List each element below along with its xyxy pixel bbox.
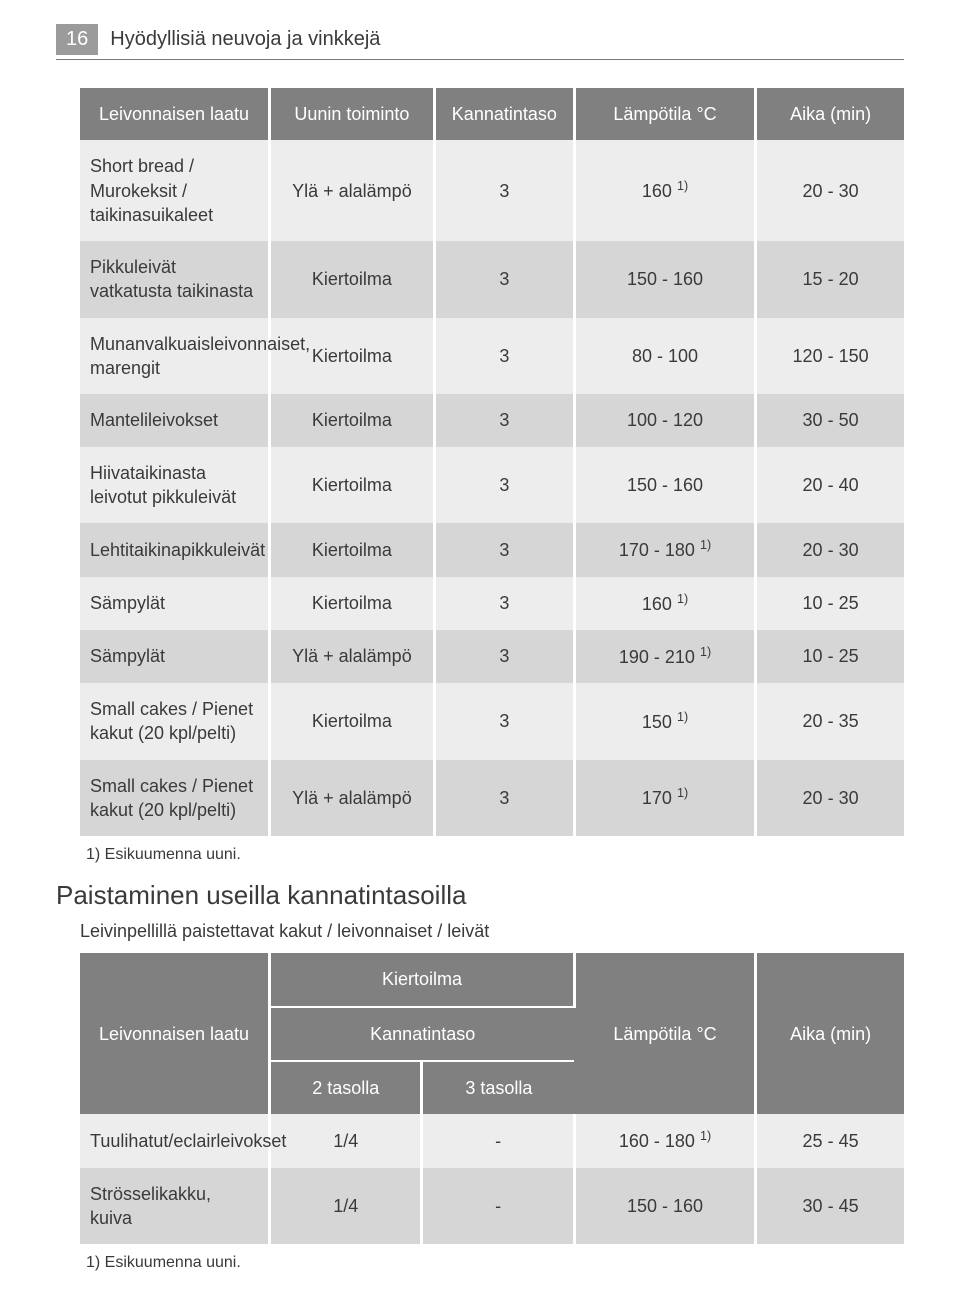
table-cell: 150 - 160: [574, 241, 755, 318]
table-cell: 3: [434, 318, 574, 395]
table-cell: 3: [434, 447, 574, 524]
table-cell: -: [422, 1114, 574, 1167]
baking-table-1: Leivonnaisen laatu Uunin toiminto Kannat…: [80, 88, 904, 836]
table-cell: 30 - 50: [756, 394, 904, 446]
table-cell: 160 - 180 1): [574, 1114, 755, 1167]
table-cell: 20 - 35: [756, 683, 904, 760]
table-cell: 3: [434, 760, 574, 837]
table-cell: Kiertoilma: [270, 241, 435, 318]
table-cell: 160 1): [574, 577, 755, 630]
table-cell: 170 1): [574, 760, 755, 837]
table-row: MantelileivoksetKiertoilma3100 - 12030 -…: [80, 394, 904, 446]
table-cell: 10 - 25: [756, 577, 904, 630]
page-title: Hyödyllisiä neuvoja ja vinkkejä: [110, 26, 380, 53]
table-cell: 100 - 120: [574, 394, 755, 446]
table-cell: Tuulihatut/eclairleivokset: [80, 1114, 270, 1167]
table-cell: 150 - 160: [574, 1168, 755, 1245]
table-cell: 10 - 25: [756, 630, 904, 683]
table-row: Small cakes / Pienet kakut (20 kpl/pelti…: [80, 683, 904, 760]
table2-header-row1: Leivonnaisen laatu Kiertoilma Lämpötila …: [80, 953, 904, 1006]
table-cell: Pikkuleivät vatkatusta taikinasta: [80, 241, 270, 318]
page-number: 16: [56, 24, 98, 55]
table-cell: 20 - 30: [756, 523, 904, 576]
table-cell: Sämpylät: [80, 577, 270, 630]
table-cell: Ylä + alalämpö: [270, 760, 435, 837]
table-row: Small cakes / Pienet kakut (20 kpl/pelti…: [80, 760, 904, 837]
footnote-2: 1) Esikuumenna uuni.: [80, 1252, 904, 1274]
table-cell: 150 - 160: [574, 447, 755, 524]
table-cell: 20 - 30: [756, 760, 904, 837]
table-cell: 3: [434, 140, 574, 241]
table-cell: -: [422, 1168, 574, 1245]
section-subtitle: Leivinpellillä paistettavat kakut / leiv…: [80, 919, 904, 943]
table-cell: Kiertoilma: [270, 577, 435, 630]
th2-time: Aika (min): [756, 953, 904, 1114]
table-cell: Ylä + alalämpö: [270, 630, 435, 683]
table-row: Pikkuleivät vatkatusta taikinastaKiertoi…: [80, 241, 904, 318]
table-cell: Mantelileivokset: [80, 394, 270, 446]
table-cell: 3: [434, 683, 574, 760]
th-func: Uunin toiminto: [270, 88, 435, 140]
page-header: 16 Hyödyllisiä neuvoja ja vinkkejä: [56, 24, 904, 60]
table-cell: 80 - 100: [574, 318, 755, 395]
table-cell: 20 - 40: [756, 447, 904, 524]
table-row: LehtitaikinapikkuleivätKiertoilma3170 - …: [80, 523, 904, 576]
table-cell: Lehtitaikinapikkuleivät: [80, 523, 270, 576]
table-cell: Kiertoilma: [270, 394, 435, 446]
th2-group-mid: Kannatintaso: [270, 1007, 575, 1061]
table1-wrap: Leivonnaisen laatu Uunin toiminto Kannat…: [80, 88, 904, 866]
table-cell: Kiertoilma: [270, 523, 435, 576]
baking-table-2: Leivonnaisen laatu Kiertoilma Lämpötila …: [80, 953, 904, 1244]
table-row: Strösselikakku, kuiva1/4-150 - 16030 - 4…: [80, 1168, 904, 1245]
th2-type: Leivonnaisen laatu: [80, 953, 270, 1114]
th-type: Leivonnaisen laatu: [80, 88, 270, 140]
th-level: Kannatintaso: [434, 88, 574, 140]
th2-temp: Lämpötila °C: [574, 953, 755, 1114]
footnote-1: 1) Esikuumenna uuni.: [80, 844, 904, 866]
table-cell: 3: [434, 523, 574, 576]
table-row: Hiivataikinasta leivotut pikkuleivätKier…: [80, 447, 904, 524]
table-cell: 3: [434, 241, 574, 318]
th-temp: Lämpötila °C: [574, 88, 755, 140]
table-row: SämpylätKiertoilma3160 1)10 - 25: [80, 577, 904, 630]
section-title: Paistaminen useilla kannatintasoilla: [56, 878, 904, 913]
table-cell: Hiivataikinasta leivotut pikkuleivät: [80, 447, 270, 524]
table-cell: 150 1): [574, 683, 755, 760]
table-cell: 3: [434, 394, 574, 446]
table-cell: 190 - 210 1): [574, 630, 755, 683]
th-time: Aika (min): [756, 88, 904, 140]
table-cell: Sämpylät: [80, 630, 270, 683]
table2-wrap: Leivonnaisen laatu Kiertoilma Lämpötila …: [80, 953, 904, 1273]
table-cell: Kiertoilma: [270, 683, 435, 760]
table-cell: 3: [434, 577, 574, 630]
table-row: Tuulihatut/eclairleivokset1/4-160 - 180 …: [80, 1114, 904, 1167]
table-cell: Kiertoilma: [270, 318, 435, 395]
table-cell: Kiertoilma: [270, 447, 435, 524]
th2-g2: 3 tasolla: [422, 1061, 574, 1114]
table-row: Munanvalkuaisleivonnaiset, marengitKiert…: [80, 318, 904, 395]
table-cell: 25 - 45: [756, 1114, 904, 1167]
th2-g1: 2 tasolla: [270, 1061, 422, 1114]
table-cell: Ylä + alalämpö: [270, 140, 435, 241]
table-cell: Short bread / Murokeksit / taikinasuikal…: [80, 140, 270, 241]
table-cell: Munanvalkuaisleivonnaiset, marengit: [80, 318, 270, 395]
table-cell: 30 - 45: [756, 1168, 904, 1245]
table-row: Short bread / Murokeksit / taikinasuikal…: [80, 140, 904, 241]
table-cell: 1/4: [270, 1114, 422, 1167]
table-header-row: Leivonnaisen laatu Uunin toiminto Kannat…: [80, 88, 904, 140]
table-cell: Small cakes / Pienet kakut (20 kpl/pelti…: [80, 760, 270, 837]
table-cell: 1/4: [270, 1168, 422, 1245]
table-cell: 160 1): [574, 140, 755, 241]
table-cell: Small cakes / Pienet kakut (20 kpl/pelti…: [80, 683, 270, 760]
table-cell: Strösselikakku, kuiva: [80, 1168, 270, 1245]
table-cell: 120 - 150: [756, 318, 904, 395]
table-cell: 3: [434, 630, 574, 683]
th2-group-top: Kiertoilma: [270, 953, 575, 1006]
table-cell: 20 - 30: [756, 140, 904, 241]
table-cell: 15 - 20: [756, 241, 904, 318]
table-cell: 170 - 180 1): [574, 523, 755, 576]
table-row: SämpylätYlä + alalämpö3190 - 210 1)10 - …: [80, 630, 904, 683]
